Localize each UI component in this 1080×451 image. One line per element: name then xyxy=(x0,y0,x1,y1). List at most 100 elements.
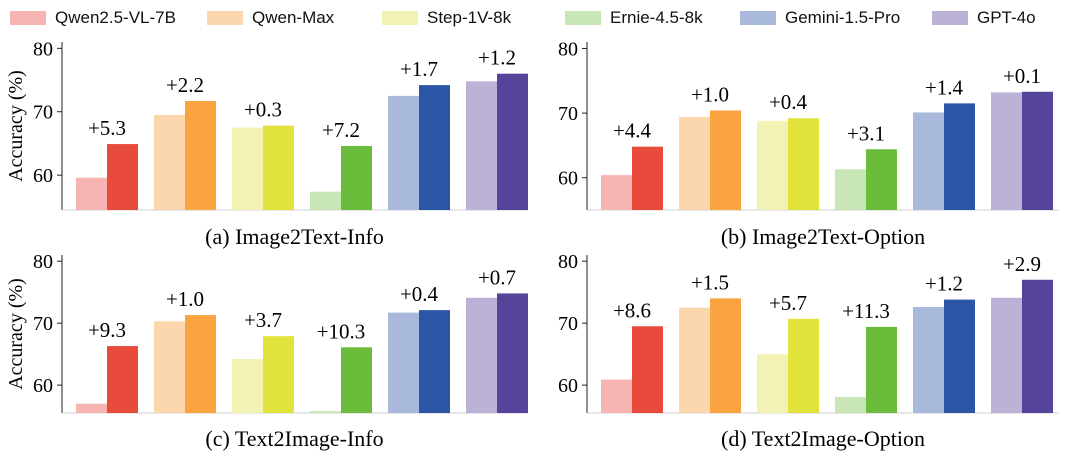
bar-base-1 xyxy=(154,321,185,413)
data-label: +1.2 xyxy=(478,46,516,70)
bar-base-0 xyxy=(76,177,107,210)
y-tick-label: 80 xyxy=(33,38,53,60)
bar-improved-1 xyxy=(185,100,216,210)
legend-item-gpt4o: GPT-4o xyxy=(932,6,1036,30)
y-tick-label: 70 xyxy=(558,313,578,335)
legend: Qwen2.5-VL-7B Qwen-Max Step-1V-8k Ernie-… xyxy=(0,0,1080,36)
bar-base-3 xyxy=(835,396,866,413)
data-label: +1.2 xyxy=(925,272,963,296)
y-tick-label: 70 xyxy=(33,102,53,124)
bar-improved-2 xyxy=(788,118,819,210)
legend-swatch-step-1v xyxy=(382,11,418,25)
y-tick-label: 80 xyxy=(558,38,578,60)
y-axis-label: Accuracy (%) xyxy=(5,70,27,182)
bar-improved-4 xyxy=(419,310,450,413)
data-label: +9.3 xyxy=(88,318,126,342)
data-label: +0.4 xyxy=(400,282,439,306)
bar-base-0 xyxy=(601,379,632,413)
bar-improved-5 xyxy=(1022,91,1053,210)
bar-base-2 xyxy=(757,354,788,413)
data-label: +8.6 xyxy=(613,298,651,322)
legend-label-ernie: Ernie-4.5-8k xyxy=(610,8,703,27)
bar-improved-1 xyxy=(710,110,741,210)
bar-base-0 xyxy=(601,175,632,210)
bar-base-1 xyxy=(679,307,710,413)
bar-base-2 xyxy=(232,127,263,210)
y-tick-label: 70 xyxy=(33,313,53,335)
chart-title: (c) Text2Image-Info xyxy=(205,426,383,451)
bar-improved-3 xyxy=(866,149,897,210)
chart-title: (a) Image2Text-Info xyxy=(205,224,384,249)
chart-title: (b) Image2Text-Option xyxy=(721,224,925,249)
legend-label-qwen-max: Qwen-Max xyxy=(252,8,335,27)
data-label: +0.7 xyxy=(478,265,516,289)
data-label: +1.5 xyxy=(691,270,729,294)
legend-swatch-qwen-max xyxy=(207,11,243,25)
bar-base-5 xyxy=(991,92,1022,210)
chart-title: (d) Text2Image-Option xyxy=(721,426,925,451)
bar-improved-5 xyxy=(497,293,528,413)
legend-label-step-1v: Step-1V-8k xyxy=(427,8,512,27)
bar-improved-4 xyxy=(944,103,975,210)
y-tick-label: 70 xyxy=(558,103,578,125)
bar-improved-2 xyxy=(263,336,294,413)
bar-improved-4 xyxy=(419,85,450,210)
bar-improved-4 xyxy=(944,299,975,413)
bar-improved-3 xyxy=(341,347,372,413)
bar-improved-5 xyxy=(497,73,528,210)
bar-base-0 xyxy=(76,403,107,413)
bar-improved-1 xyxy=(710,298,741,413)
bar-base-3 xyxy=(310,411,341,413)
legend-item-gemini: Gemini-1.5-Pro xyxy=(740,6,900,30)
bar-improved-3 xyxy=(866,326,897,413)
bar-improved-1 xyxy=(185,315,216,413)
data-label: +0.4 xyxy=(769,90,808,114)
y-tick-label: 60 xyxy=(33,165,53,187)
data-label: +5.3 xyxy=(88,116,126,140)
bar-base-4 xyxy=(913,112,944,210)
legend-label-qwen25vl: Qwen2.5-VL-7B xyxy=(55,8,176,27)
bar-base-5 xyxy=(466,81,497,210)
bar-improved-0 xyxy=(632,326,663,413)
data-label: +10.3 xyxy=(317,319,366,343)
data-label: +0.1 xyxy=(1003,64,1041,88)
data-label: +1.0 xyxy=(691,82,729,106)
bar-base-5 xyxy=(466,297,497,413)
data-label: +2.2 xyxy=(166,73,204,97)
bar-base-4 xyxy=(913,307,944,413)
data-label: +7.2 xyxy=(322,118,360,142)
data-label: +5.7 xyxy=(769,291,807,315)
data-label: +4.4 xyxy=(613,119,652,143)
bar-improved-2 xyxy=(788,318,819,413)
data-label: +11.3 xyxy=(842,299,890,323)
legend-swatch-gemini xyxy=(740,11,776,25)
data-label: +2.9 xyxy=(1003,252,1041,276)
bar-base-5 xyxy=(991,297,1022,413)
data-label: +1.0 xyxy=(166,287,204,311)
bar-base-3 xyxy=(310,191,341,210)
bar-improved-0 xyxy=(107,346,138,413)
legend-swatch-qwen25vl xyxy=(10,11,46,25)
legend-item-qwen25vl: Qwen2.5-VL-7B xyxy=(10,6,176,30)
bar-base-4 xyxy=(388,312,419,413)
legend-label-gemini: Gemini-1.5-Pro xyxy=(785,8,901,27)
data-label: +3.7 xyxy=(244,308,282,332)
bar-base-2 xyxy=(757,120,788,210)
legend-item-step-1v: Step-1V-8k xyxy=(382,6,511,30)
data-label: +3.1 xyxy=(847,121,885,145)
y-tick-label: 80 xyxy=(558,251,578,273)
y-tick-label: 60 xyxy=(558,375,578,397)
legend-label-gpt4o: GPT-4o xyxy=(977,8,1036,27)
data-label: +1.4 xyxy=(925,75,964,99)
legend-item-qwen-max: Qwen-Max xyxy=(207,6,334,30)
bar-base-1 xyxy=(154,114,185,210)
bar-improved-0 xyxy=(107,144,138,210)
legend-swatch-ernie xyxy=(565,11,601,25)
y-tick-label: 60 xyxy=(33,375,53,397)
legend-swatch-gpt4o xyxy=(932,11,968,25)
bar-improved-0 xyxy=(632,146,663,210)
y-tick-label: 80 xyxy=(33,251,53,273)
y-tick-label: 60 xyxy=(558,168,578,190)
data-label: +0.3 xyxy=(244,98,282,122)
